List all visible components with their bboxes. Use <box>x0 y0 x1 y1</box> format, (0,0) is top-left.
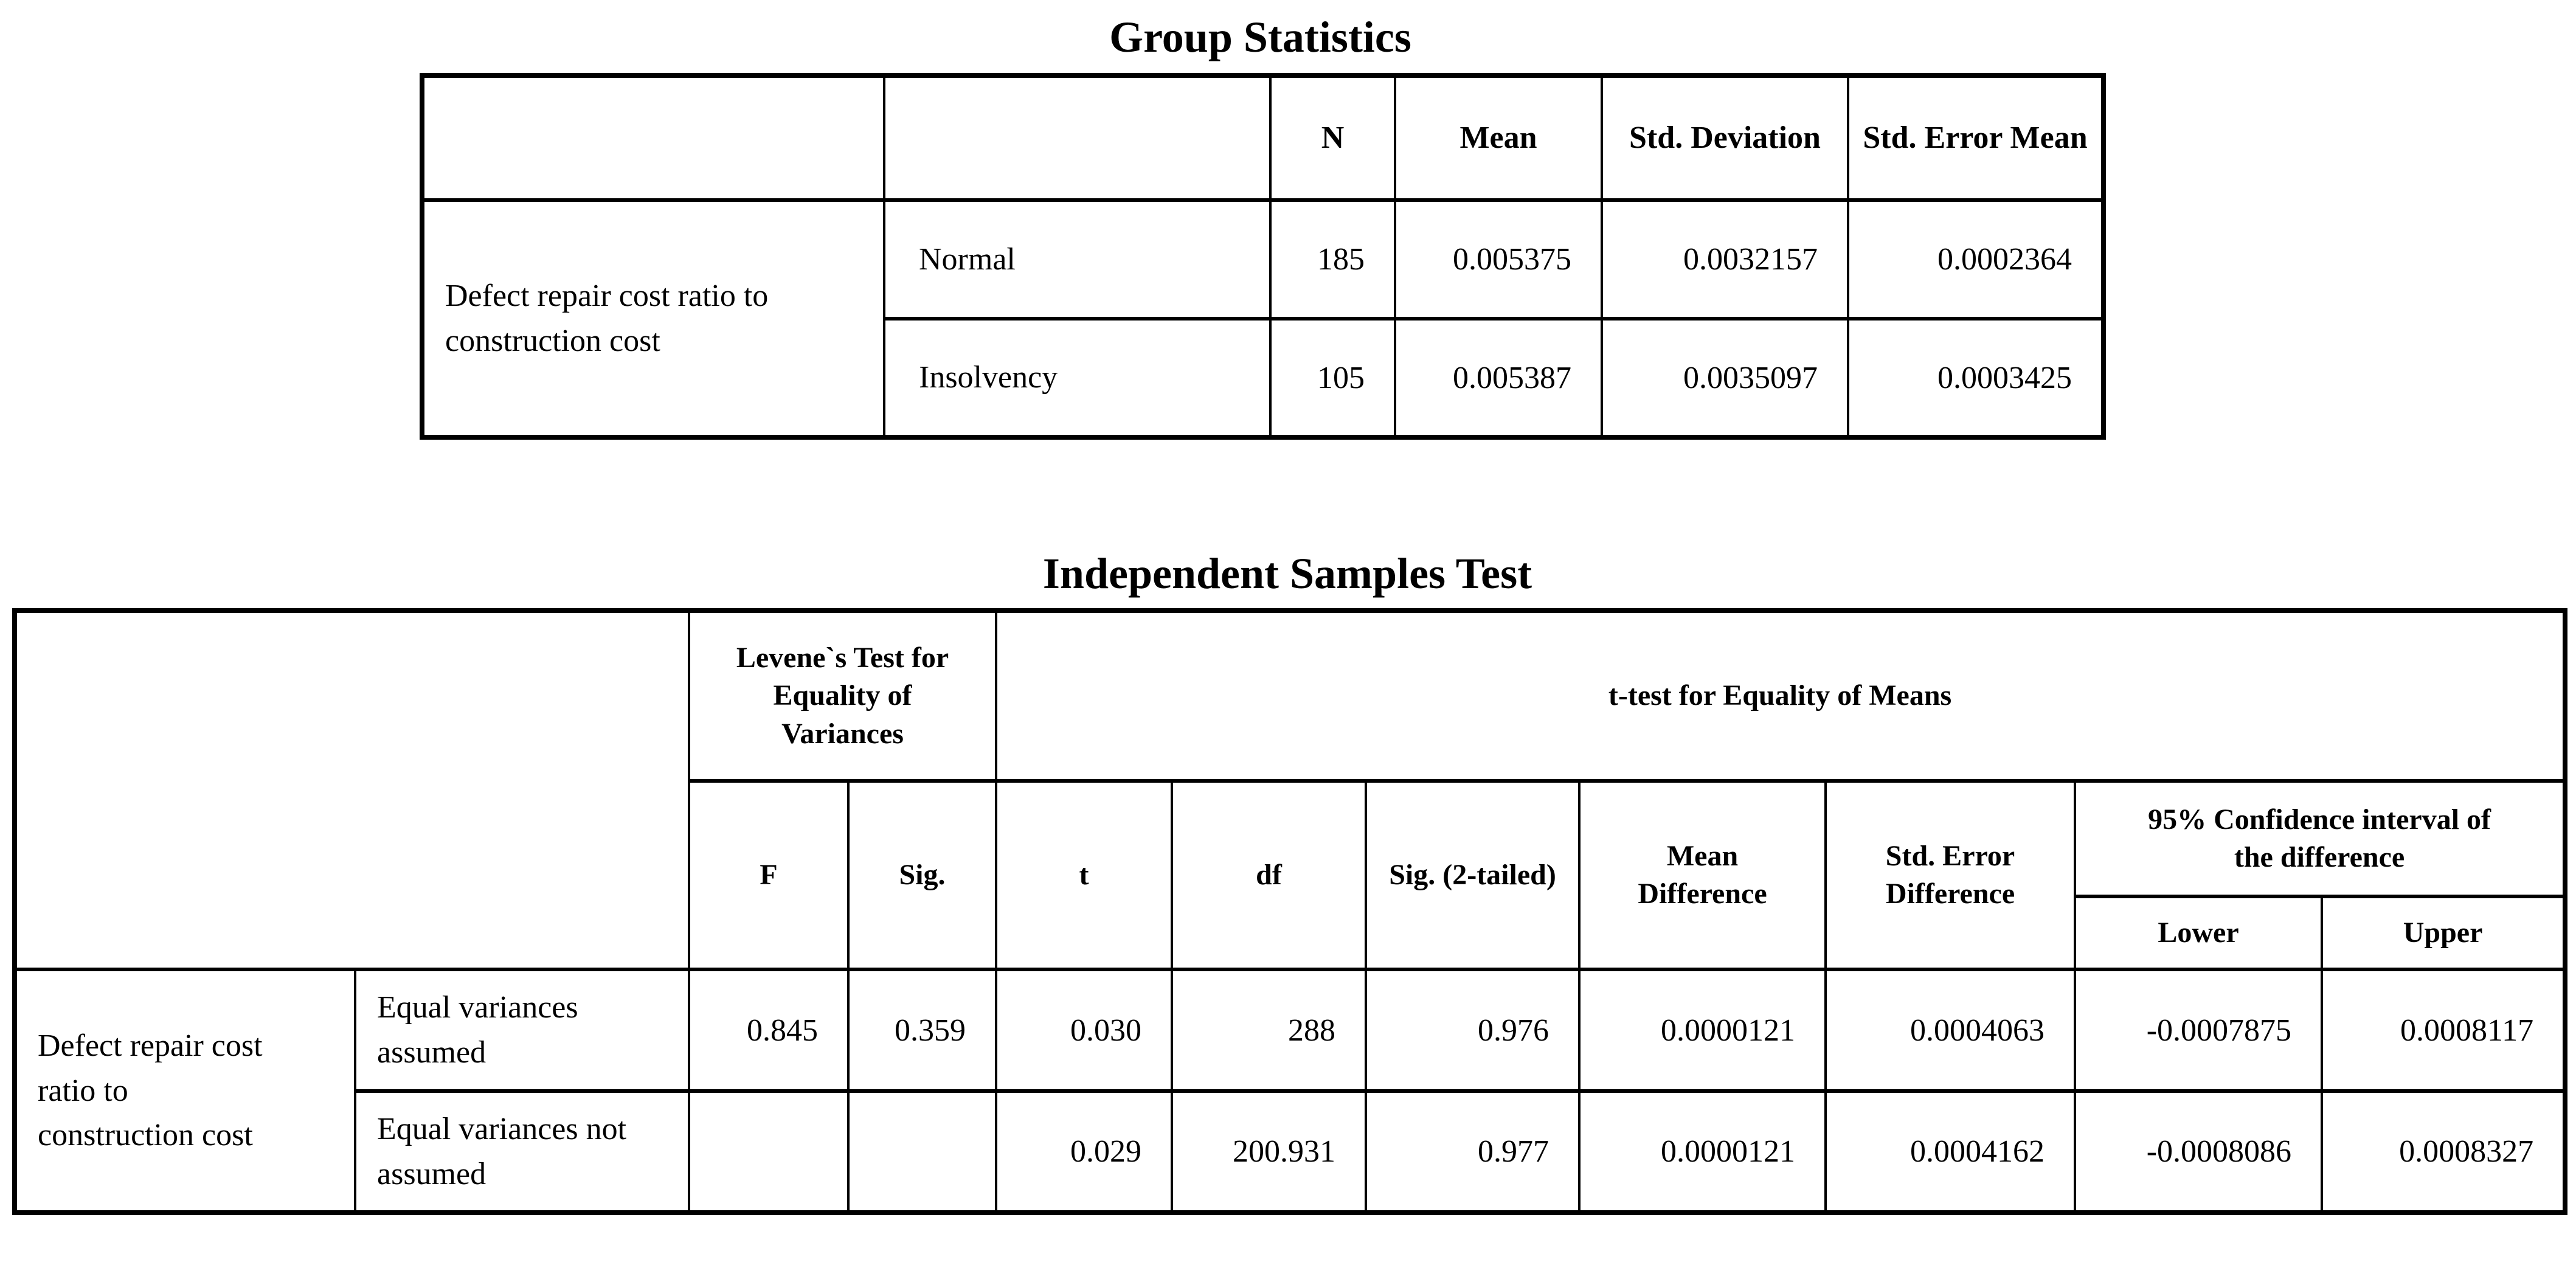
t1-variable-label-cell: Defect repair cost ratio to construction… <box>421 198 885 439</box>
t2-variable-label-cell: Defect repair cost ratio to construction… <box>13 968 356 1214</box>
t2-header-row-3: Lower Upper <box>15 895 2567 971</box>
t2-label-equal-variances-assumed-text: Equal variances assumed <box>377 990 578 1070</box>
t2-eva-std-error-difference: 0.0004063 <box>1824 968 2077 1093</box>
t1-header-blank-2 <box>883 74 1272 202</box>
t1-header-row: N Mean Std. Deviation Std. Error Mean <box>421 74 2105 202</box>
t2-header-levene-test: Levene`s Test for Equality of Variances <box>687 609 998 783</box>
t2-eva-df: 288 <box>1171 968 1368 1093</box>
independent-samples-test-table: Levene`s Test for Equality of Variances … <box>12 608 2568 1215</box>
t2-eva-t: 0.030 <box>995 968 1174 1093</box>
t2-evna-f <box>688 1089 850 1214</box>
t2-eva-f: 0.845 <box>688 968 850 1093</box>
t1-group-insolvency: Insolvency <box>883 317 1272 439</box>
t1-row-insolvency: Insolvency 105 0.005387 0.0035097 0.0003… <box>422 317 2105 439</box>
t2-header-df: df <box>1171 779 1368 971</box>
t1-insolvency-std-deviation: 0.0035097 <box>1601 317 1849 439</box>
t2-header-sig: Sig. <box>847 779 998 971</box>
t1-row-normal: Defect repair cost ratio to construction… <box>421 198 2105 439</box>
t1-group-normal: Normal <box>883 198 1272 320</box>
t2-header-t-test: t-test for Equality of Means <box>995 609 2567 783</box>
t2-label-equal-variances-assumed: Equal variances assumed <box>354 968 690 1093</box>
t1-normal-std-deviation: 0.0032157 <box>1601 198 1849 320</box>
t2-header-t: t <box>995 779 1174 971</box>
group-statistics-table: N Mean Std. Deviation Std. Error Mean De… <box>420 73 2106 440</box>
t1-header-std-error-mean: Std. Error Mean <box>1847 74 2105 202</box>
t2-evna-sig <box>847 1089 998 1214</box>
t2-header-mean-difference: Mean Difference <box>1578 779 1827 971</box>
t2-header-95-ci: 95% Confidence interval of the differenc… <box>2074 779 2567 898</box>
t2-eva-sig-2-tailed: 0.976 <box>1365 968 1581 1093</box>
t1-header-mean: Mean <box>1394 74 1603 202</box>
t2-label-equal-variances-not-assumed: Equal variances not assumed <box>354 1089 690 1214</box>
t2-header-std-error-difference: Std. Error Difference <box>1824 779 2077 971</box>
t1-header-std-deviation: Std. Deviation <box>1601 74 1849 202</box>
t2-row-equal-variances-not-assumed: Equal variances not assumed 0.029 200.93… <box>15 1089 2567 1214</box>
t2-label-equal-variances-not-assumed-text: Equal variances not assumed <box>377 1111 627 1191</box>
t2-header-lower: Lower <box>2074 895 2324 971</box>
t2-evna-upper: 0.0008327 <box>2321 1089 2567 1214</box>
t2-header-sig-2-tailed: Sig. (2-tailed) <box>1365 779 1581 971</box>
t2-eva-lower: -0.0007875 <box>2074 968 2324 1093</box>
independent-samples-test-title: Independent Samples Test <box>1042 549 1532 598</box>
t1-insolvency-std-error-mean: 0.0003425 <box>1847 317 2105 439</box>
t2-evna-mean-difference: 0.0000121 <box>1578 1089 1827 1214</box>
t2-evna-sig-2-tailed: 0.977 <box>1365 1089 1581 1214</box>
t1-variable-label: Defect repair cost ratio to construction… <box>445 278 769 358</box>
t2-header-blank <box>13 609 690 971</box>
t2-header-upper: Upper <box>2321 895 2567 971</box>
t1-normal-n: 185 <box>1269 198 1396 320</box>
t2-header-row-1: Levene`s Test for Equality of Variances … <box>13 609 2567 971</box>
t1-normal-std-error-mean: 0.0002364 <box>1847 198 2105 320</box>
t1-header-blank-1 <box>421 74 885 202</box>
t2-evna-std-error-difference: 0.0004162 <box>1824 1089 2077 1214</box>
t2-row-equal-variances-assumed: Defect repair cost ratio to construction… <box>13 968 2567 1214</box>
t1-insolvency-n: 105 <box>1269 317 1396 439</box>
t2-eva-sig: 0.359 <box>847 968 998 1093</box>
t2-evna-lower: -0.0008086 <box>2074 1089 2324 1214</box>
t2-header-f: F <box>688 779 850 971</box>
t2-evna-t: 0.029 <box>995 1089 1174 1214</box>
document-page: Group Statistics N Mean Std. Deviation S… <box>0 10 2576 1215</box>
t2-header-row-2: F Sig. t df Sig. (2-tailed) Mean Differe… <box>15 779 2567 971</box>
group-statistics-title: Group Statistics <box>1109 13 1411 61</box>
t2-eva-upper: 0.0008117 <box>2321 968 2567 1093</box>
t2-variable-label: Defect repair cost ratio to construction… <box>38 1028 263 1153</box>
t2-eva-mean-difference: 0.0000121 <box>1578 968 1827 1093</box>
t1-header-n: N <box>1269 74 1396 202</box>
t1-insolvency-mean: 0.005387 <box>1394 317 1603 439</box>
t2-evna-df: 200.931 <box>1171 1089 1368 1214</box>
t1-normal-mean: 0.005375 <box>1394 198 1603 320</box>
